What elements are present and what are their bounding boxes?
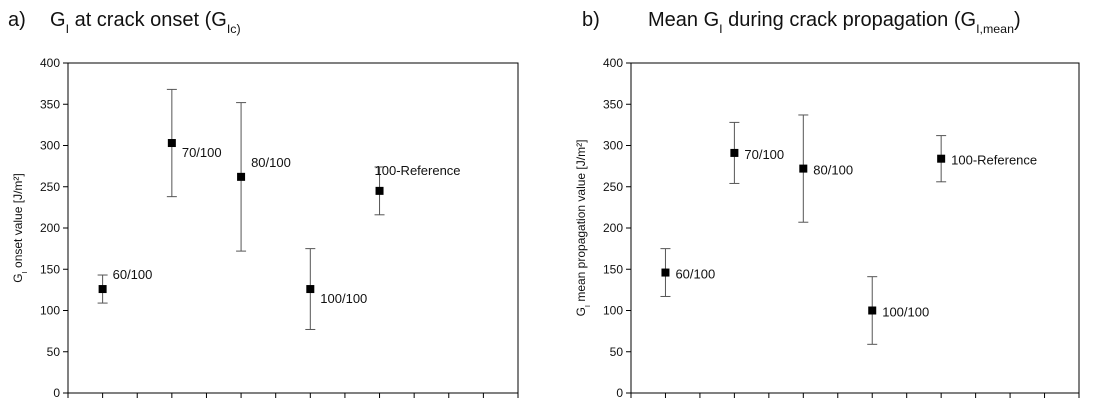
subscript: I [20, 271, 29, 273]
y-tick-label: 200 [40, 221, 60, 235]
data-point [661, 268, 670, 277]
y-tick-label: 150 [603, 262, 623, 276]
text-part: G [11, 273, 25, 282]
y-tick-label: 400 [603, 56, 623, 70]
point-label: 80/100 [251, 155, 291, 170]
text-part: Mean G [648, 9, 719, 31]
point-label: 100/100 [320, 291, 367, 306]
point-label: 60/100 [675, 267, 715, 282]
subscript: I [719, 22, 722, 36]
y-tick-label: 100 [603, 304, 623, 318]
y-tick-label: 100 [40, 304, 60, 318]
plot-frame [67, 62, 519, 394]
chart-title: Mean GI during crack propagation (GI,mea… [648, 9, 1021, 36]
point-label: 70/100 [744, 147, 784, 162]
subscript: I [66, 22, 69, 36]
data-point [937, 154, 946, 163]
data-point [306, 285, 315, 294]
y-tick-label: 300 [603, 139, 623, 153]
y-tick-label: 400 [40, 56, 60, 70]
point-label: 100/100 [882, 305, 929, 320]
text-part: G [574, 307, 588, 316]
chart-title: GI at crack onset (GIc) [50, 9, 241, 36]
point-label: 100-Reference [375, 163, 461, 178]
text-part: during crack propagation (G [723, 9, 976, 31]
y-tick-label: 350 [40, 97, 60, 111]
y-tick-label: 50 [610, 345, 624, 359]
panel-label: b) [582, 9, 600, 31]
subscript: Ic) [227, 22, 241, 36]
plot-frame [630, 62, 1080, 394]
text-part: ) [1014, 9, 1021, 31]
point-label: 80/100 [813, 163, 853, 178]
y-tick-label: 150 [40, 262, 60, 276]
data-point [98, 285, 107, 294]
text-part: mean propagation value [J/m²] [574, 140, 588, 305]
data-point [167, 139, 176, 148]
point-label: 60/100 [113, 267, 153, 282]
text-part: at crack onset (G [69, 9, 227, 31]
subscript: I [583, 305, 592, 307]
y-tick-label: 0 [53, 386, 60, 400]
y-tick-label: 250 [40, 180, 60, 194]
data-point [375, 186, 384, 195]
y-tick-label: 200 [603, 221, 623, 235]
y-tick-label: 0 [616, 386, 623, 400]
panel-label: a) [8, 9, 26, 31]
text-part: G [50, 9, 66, 31]
text-part: onset value [J/m²] [11, 173, 25, 271]
y-axis-label: GI onset value [J/m²] [11, 173, 29, 282]
data-point [799, 164, 808, 173]
y-axis-label: GI mean propagation value [J/m²] [574, 140, 592, 317]
y-tick-label: 250 [603, 180, 623, 194]
point-label: 100-Reference [951, 153, 1037, 168]
y-tick-label: 350 [603, 97, 623, 111]
data-point [237, 172, 246, 181]
data-point [868, 306, 877, 315]
subscript: I,mean [976, 22, 1014, 36]
y-tick-label: 300 [40, 139, 60, 153]
y-tick-label: 50 [47, 345, 61, 359]
data-point [730, 148, 739, 157]
point-label: 70/100 [182, 145, 222, 160]
